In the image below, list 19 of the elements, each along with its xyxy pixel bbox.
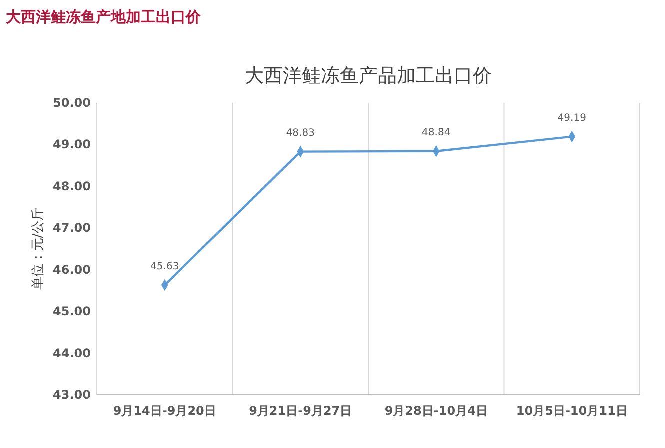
y-tick-label: 50.00 — [53, 96, 91, 110]
chart-subtitle: 大西洋鲑冻鱼产品加工出口价 — [245, 65, 492, 87]
data-label: 48.84 — [422, 127, 451, 138]
x-tick-label: 10月5日-10月11日 — [516, 404, 628, 418]
data-label: 48.83 — [286, 128, 315, 139]
x-tick-label: 9月21日-9月27日 — [249, 404, 352, 418]
y-tick-label: 45.00 — [53, 304, 91, 319]
y-tick-label: 49.00 — [53, 138, 91, 152]
x-tick-label: 9月14日-9月20日 — [113, 404, 216, 418]
data-label: 45.63 — [150, 261, 180, 272]
y-tick-label: 47.00 — [53, 221, 91, 236]
y-tick-label: 43.00 — [53, 388, 91, 402]
y-tick-label: 44.00 — [53, 346, 91, 360]
chart-title: 大西洋鲑冻鱼产地加工出口价 — [6, 8, 202, 26]
y-tick-label: 48.00 — [53, 179, 91, 194]
x-tick-label: 9月28日-10月4日 — [384, 404, 488, 418]
data-label: 49.19 — [558, 112, 586, 124]
y-axis-title: 单位：元/公斤 — [31, 208, 46, 290]
y-tick-label: 46.00 — [53, 262, 91, 277]
